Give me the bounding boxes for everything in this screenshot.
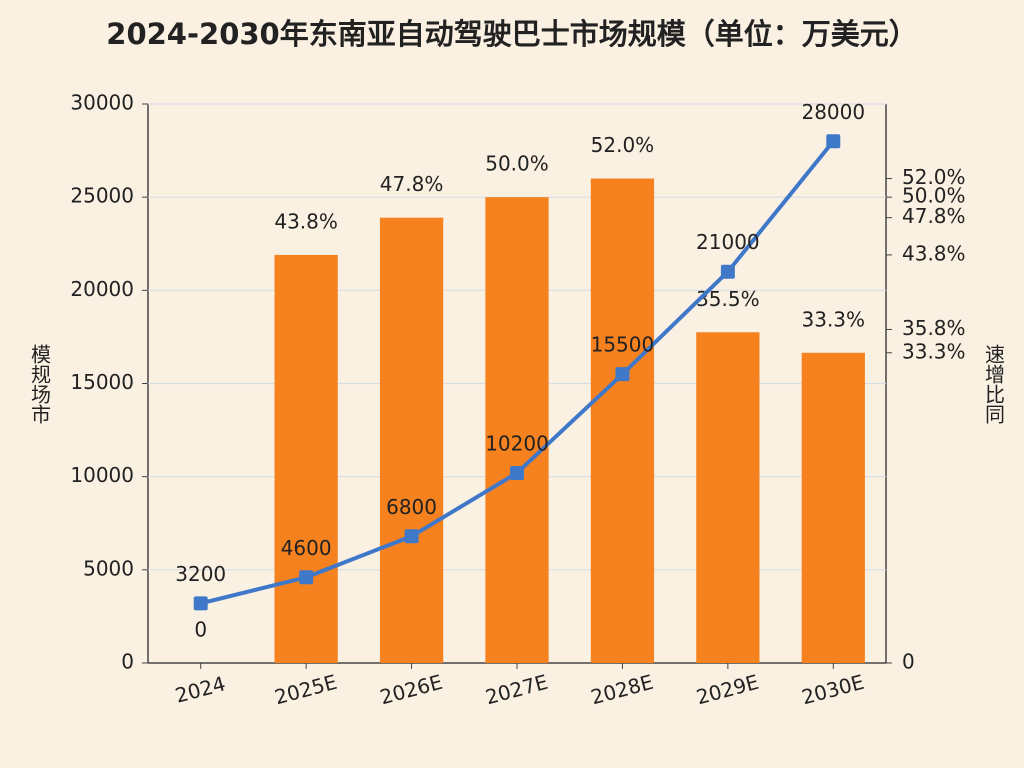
line-value-label: 10200 bbox=[485, 431, 549, 455]
y2-tick-label: 52.0% bbox=[902, 165, 966, 189]
bar bbox=[801, 352, 865, 663]
y-tick-label: 15000 bbox=[70, 370, 134, 394]
bar-value-label: 35.5% bbox=[696, 287, 760, 311]
y2-tick-label: 33.3% bbox=[902, 339, 966, 363]
line-marker bbox=[510, 465, 524, 480]
bar bbox=[274, 254, 338, 663]
y-tick-label: 0 bbox=[121, 650, 134, 674]
bar-value-label: 50.0% bbox=[485, 152, 549, 176]
y2-tick-label: 50.0% bbox=[902, 184, 966, 208]
y-tick-label: 10000 bbox=[70, 463, 134, 487]
bar-value-label: 33.3% bbox=[802, 307, 866, 331]
bar bbox=[379, 217, 444, 663]
y2-tick-label: 35.8% bbox=[902, 316, 966, 340]
y-tick-label: 5000 bbox=[83, 556, 134, 580]
bar-value-label: 0 bbox=[194, 618, 207, 642]
bar bbox=[696, 332, 760, 663]
bar bbox=[485, 197, 549, 663]
bar-value-label: 47.8% bbox=[380, 172, 444, 196]
line-marker bbox=[299, 570, 314, 585]
y2-tick-label: 43.8% bbox=[902, 241, 966, 265]
line-marker bbox=[720, 264, 735, 279]
line-value-label: 28000 bbox=[801, 100, 865, 124]
line-value-label: 21000 bbox=[696, 230, 760, 254]
bar-value-label: 52.0% bbox=[591, 133, 655, 157]
line-value-label: 6800 bbox=[386, 495, 437, 519]
line-marker bbox=[826, 134, 841, 149]
line-marker bbox=[404, 529, 419, 544]
y2-tick-label: 0 bbox=[902, 650, 915, 674]
y-tick-label: 30000 bbox=[70, 91, 134, 115]
line-marker bbox=[193, 596, 208, 611]
y2-tick-label: 47.8% bbox=[902, 204, 966, 228]
line-value-label: 3200 bbox=[175, 562, 226, 586]
chart-title: 2024-2030年东南亚自动驾驶巴士市场规模（单位：万美元） bbox=[106, 17, 917, 51]
y2-axis-label: 速增比同 bbox=[982, 344, 1006, 424]
line-value-label: 15500 bbox=[591, 333, 655, 357]
line-value-label: 4600 bbox=[281, 536, 332, 560]
line-marker bbox=[615, 367, 630, 382]
bar-value-label: 43.8% bbox=[274, 209, 338, 233]
y-axis-label: 模规场市 bbox=[28, 344, 52, 424]
y-tick-label: 25000 bbox=[70, 184, 134, 208]
bar bbox=[590, 178, 655, 664]
y-tick-label: 20000 bbox=[70, 277, 134, 301]
